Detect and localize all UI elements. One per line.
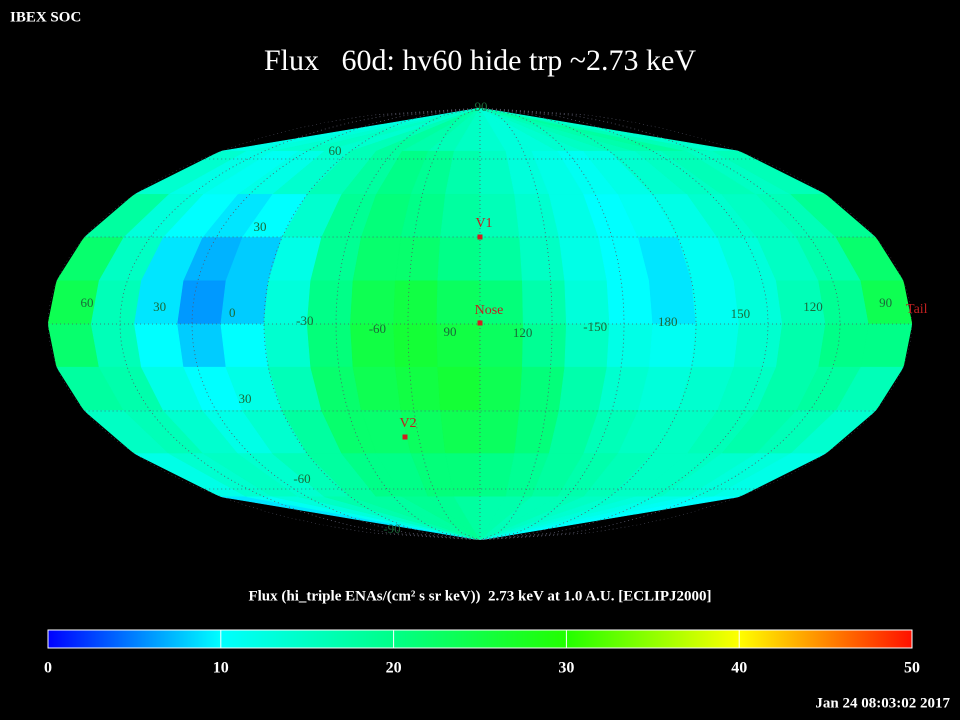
- flux-cell: [394, 237, 441, 282]
- map-cells: [48, 108, 912, 540]
- flux-cell: [220, 280, 269, 325]
- colorbar-tick-label: 10: [213, 660, 229, 677]
- marker-label: V2: [399, 416, 416, 431]
- flux-cell: [440, 194, 481, 238]
- meridian: [191, 108, 481, 540]
- longitude-label: 90: [444, 324, 457, 339]
- flux-cell: [90, 323, 142, 368]
- colorbar-tick-label: 20: [386, 660, 402, 677]
- latitude-label: 90: [475, 99, 488, 114]
- flux-cell: [306, 323, 354, 368]
- latitude-label: 30: [254, 219, 267, 234]
- longitude-label: 60: [81, 295, 94, 310]
- flux-cell: [521, 280, 567, 325]
- colorbar-ticks: 0 10 20 30 40 50: [44, 630, 920, 677]
- marker-dot: [477, 320, 483, 326]
- colorbar-tick-label: 30: [558, 660, 574, 677]
- latitude-label: 60: [329, 143, 342, 158]
- latitude-label: 30: [239, 391, 252, 406]
- longitude-label: 150: [731, 306, 751, 321]
- timestamp: Jan 24 08:03:02 2017: [815, 695, 950, 711]
- flux-cell: [479, 496, 740, 540]
- colorbar-title: Flux (hi_triple ENAs/(cm² s sr keV)) 2.7…: [248, 588, 711, 604]
- meridian: [263, 108, 481, 540]
- flux-cell: [436, 280, 481, 325]
- flux-cell: [437, 366, 481, 411]
- marker-label: Nose: [475, 303, 504, 318]
- flux-cell: [393, 280, 439, 325]
- meridian: [479, 108, 697, 540]
- flux-cell: [177, 323, 227, 368]
- marker-label: V1: [475, 216, 492, 231]
- meridian: [479, 108, 769, 540]
- longitude-label: -30: [296, 313, 313, 328]
- flux-cell: [818, 323, 870, 368]
- flux-cell: [648, 323, 697, 368]
- longitude-label: -150: [583, 319, 607, 334]
- flux-cell: [860, 323, 912, 368]
- longitude-label: 120: [513, 325, 533, 340]
- flux-cell: [691, 323, 740, 368]
- colorbar-tick-label: 40: [731, 660, 747, 677]
- flux-cell: [394, 366, 441, 411]
- marker-dot: [402, 434, 408, 440]
- latitude-label: -60: [293, 471, 310, 486]
- flux-cell: [479, 410, 520, 454]
- flux-cell: [606, 323, 654, 368]
- map-labels: 60 30 0 -30 -60 90 120 -150 180 150 120 90 90 60 30 30 -…: [81, 99, 928, 536]
- latitude-label: -90: [383, 521, 400, 536]
- flux-cell: [775, 323, 826, 368]
- flux-cell: [564, 280, 610, 325]
- colorbar: [47, 629, 913, 649]
- source-label: IBEX SOC: [10, 9, 81, 25]
- flux-cell: [220, 323, 269, 368]
- longitude-label: -60: [369, 321, 386, 336]
- flux-cell: [352, 366, 402, 411]
- longitude-label: 90: [879, 295, 892, 310]
- flux-cell: [352, 237, 402, 282]
- flux-cell: [818, 280, 870, 325]
- flux-cell: [479, 366, 523, 411]
- flux-cell: [519, 237, 566, 282]
- flux-cell: [606, 280, 654, 325]
- flux-cell: [48, 323, 100, 368]
- flux-cell: [519, 366, 566, 411]
- flux-cell: [350, 280, 396, 325]
- flux-cell: [733, 323, 783, 368]
- colorbar-tick-label: 50: [904, 660, 920, 677]
- flux-cell: [306, 280, 354, 325]
- flux-cell: [177, 280, 227, 325]
- title: Flux 60d: hv60 hide trp ~2.73 keV: [264, 44, 696, 77]
- flux-cell: [263, 323, 312, 368]
- marker-dot: [477, 234, 483, 240]
- flux-cell: [393, 323, 439, 368]
- longitude-label: 30: [153, 299, 166, 314]
- longitude-label: 120: [803, 299, 823, 314]
- flux-cell: [440, 410, 481, 454]
- flux-cell: [479, 237, 523, 282]
- flux-cell: [134, 323, 185, 368]
- colorbar-tick-label: 0: [44, 660, 52, 677]
- marker-label: Tail: [906, 302, 928, 317]
- flux-cell: [860, 280, 912, 325]
- longitude-label: 180: [658, 314, 678, 329]
- flux-cell: [90, 280, 142, 325]
- longitude-label: 0: [229, 305, 236, 320]
- flux-cell: [437, 237, 481, 282]
